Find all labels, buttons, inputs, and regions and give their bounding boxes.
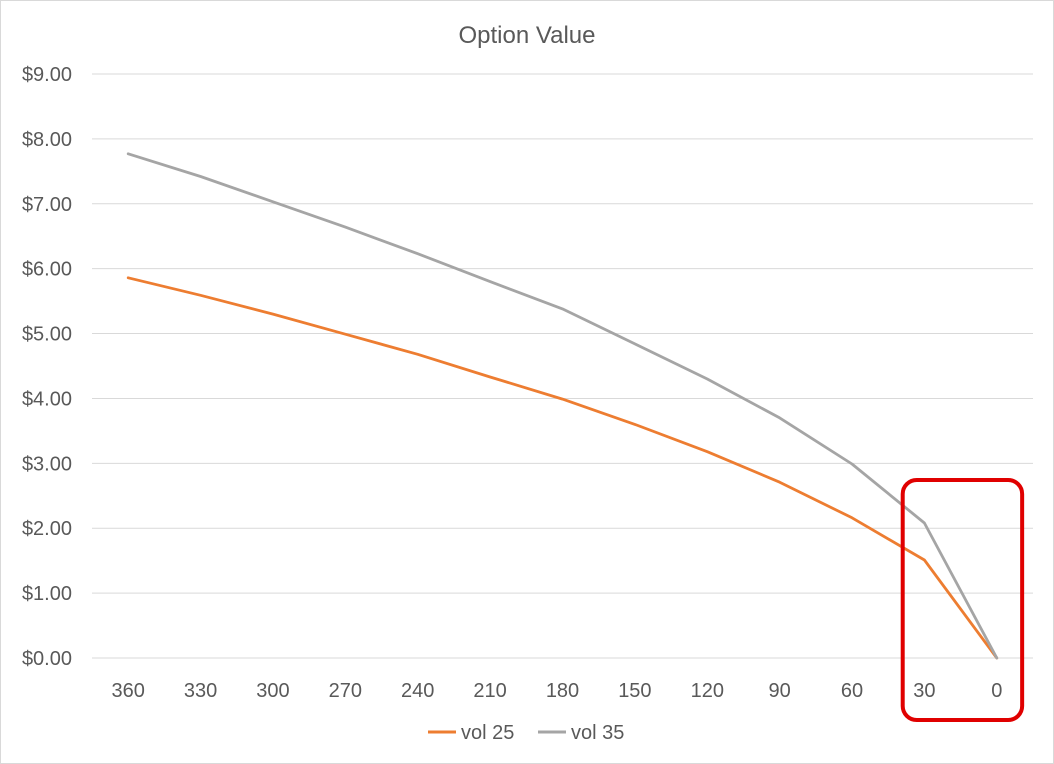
y-tick-label: $3.00 — [22, 453, 72, 475]
y-tick-label: $1.00 — [22, 583, 72, 605]
legend-label: vol 35 — [571, 722, 624, 744]
x-tick-label: 240 — [401, 680, 434, 702]
x-tick-label: 360 — [112, 680, 145, 702]
x-tick-label: 120 — [691, 680, 724, 702]
series-lines — [126, 152, 999, 660]
x-axis-ticks: 360 330 300 270 240 210 180 150 120 90 60 30 0 — [112, 680, 1003, 702]
y-tick-label: $6.00 — [22, 259, 72, 281]
y-tick-label: $7.00 — [22, 194, 72, 216]
y-tick-label: $9.00 — [22, 64, 72, 86]
x-tick-label: 60 — [841, 680, 863, 702]
highlight-box — [900, 478, 1025, 722]
chart-title: Option Value — [459, 22, 596, 49]
x-tick-label: 30 — [913, 680, 935, 702]
x-tick-label: 90 — [769, 680, 791, 702]
legend-label: vol 25 — [461, 722, 514, 744]
y-tick-label: $5.00 — [22, 324, 72, 346]
y-axis-ticks: $0.00 $1.00 $2.00 $3.00 $4.00 $5.00 $6.00 $7.00… — [22, 64, 72, 670]
y-tick-label: $2.00 — [22, 518, 72, 540]
annotations — [900, 478, 1025, 722]
x-tick-label: 300 — [256, 680, 289, 702]
y-tick-label: $0.00 — [22, 648, 72, 670]
x-tick-label: 180 — [546, 680, 579, 702]
y-tick-label: $4.00 — [22, 388, 72, 410]
x-tick-label: 210 — [473, 680, 506, 702]
y-tick-label: $8.00 — [22, 129, 72, 151]
x-tick-label: 150 — [618, 680, 651, 702]
x-tick-label: 0 — [991, 680, 1002, 702]
x-tick-label: 330 — [184, 680, 217, 702]
legend: vol 25 vol 35 — [428, 722, 624, 744]
x-tick-label: 270 — [329, 680, 362, 702]
